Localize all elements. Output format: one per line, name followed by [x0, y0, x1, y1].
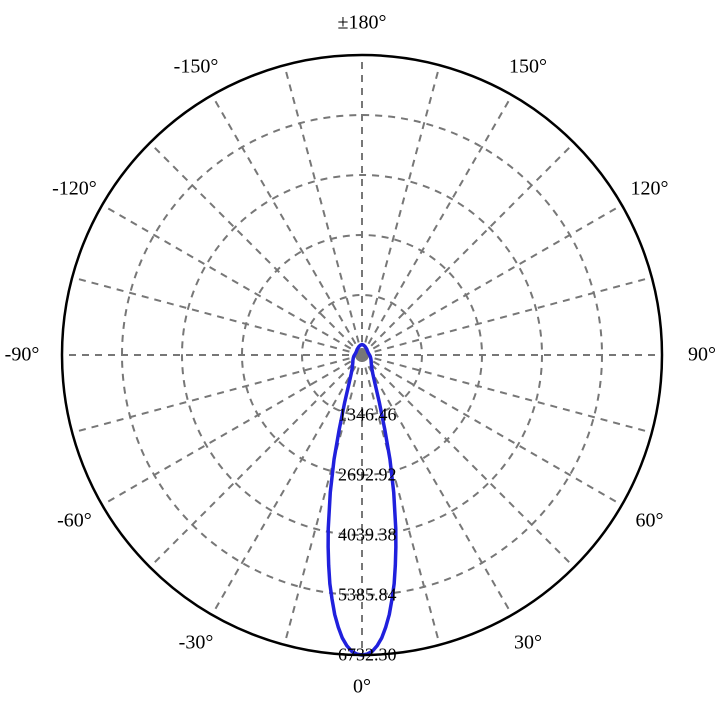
grid-spoke: [72, 277, 362, 355]
grid-spoke: [362, 355, 440, 645]
grid-spoke: [102, 205, 362, 355]
grid-spoke: [284, 65, 362, 355]
polar-chart: 0°30°60°90°120°150°±180°-150°-120°-90°-6…: [0, 0, 724, 711]
center-dot: [359, 352, 365, 358]
grid-spoke: [362, 355, 652, 433]
polar-svg: [0, 0, 724, 711]
grid-spoke: [362, 277, 652, 355]
grid-spoke: [362, 143, 574, 355]
grid: [62, 55, 662, 655]
grid-spoke: [212, 95, 362, 355]
grid-spoke: [362, 95, 512, 355]
grid-spoke: [362, 65, 440, 355]
grid-spoke: [362, 205, 622, 355]
grid-spoke: [362, 355, 512, 615]
grid-spoke: [362, 355, 574, 567]
grid-spoke: [284, 355, 362, 645]
grid-spoke: [102, 355, 362, 505]
grid-spoke: [362, 355, 622, 505]
grid-spoke: [212, 355, 362, 615]
grid-spoke: [150, 355, 362, 567]
grid-spoke: [72, 355, 362, 433]
grid-spoke: [150, 143, 362, 355]
